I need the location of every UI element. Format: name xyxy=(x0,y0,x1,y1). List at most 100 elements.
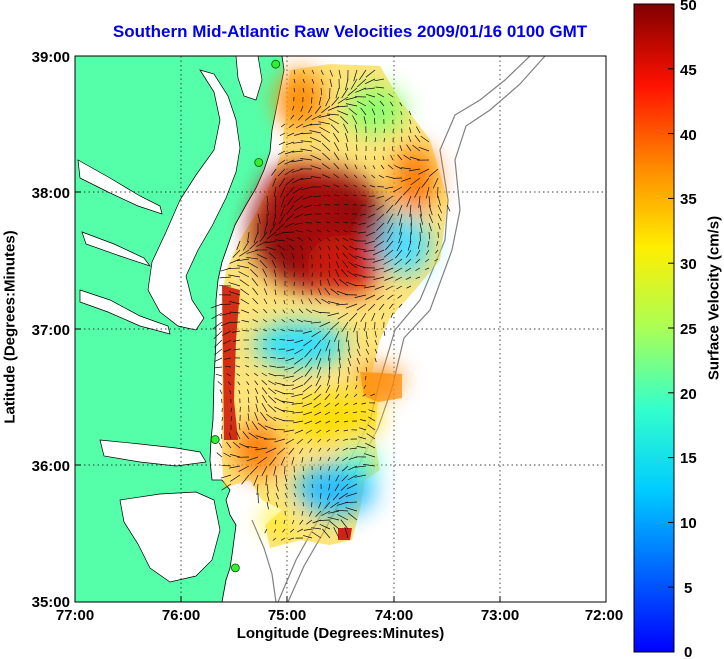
velocity-vector xyxy=(255,403,259,413)
velocity-vector xyxy=(301,254,304,260)
delaware-bay xyxy=(235,56,263,101)
colorbar-tick-label: 5 xyxy=(684,580,692,597)
velocity-vector xyxy=(293,474,297,481)
velocity-vector xyxy=(334,203,340,206)
velocity-vector xyxy=(271,338,277,341)
velocity-vector xyxy=(252,287,259,296)
velocity-vector xyxy=(338,348,341,361)
velocity-vector xyxy=(364,78,376,85)
velocity-vector xyxy=(347,348,352,359)
velocity-vector xyxy=(274,279,277,287)
velocity-vector xyxy=(394,258,403,266)
velocity-vector xyxy=(328,510,340,514)
velocity-vector xyxy=(276,447,286,455)
velocity-vector xyxy=(358,222,367,225)
velocity-vector xyxy=(365,366,368,372)
velocity-vector xyxy=(214,357,223,363)
velocity-vector xyxy=(354,164,358,170)
velocity-vector xyxy=(365,339,370,347)
velocity-vector xyxy=(219,312,232,316)
velocity-vector xyxy=(294,339,304,344)
velocity-vector xyxy=(402,186,412,196)
velocity-vector xyxy=(304,420,313,425)
velocity-vector xyxy=(414,134,421,143)
velocity-vector xyxy=(319,519,331,521)
velocity-vector xyxy=(339,279,349,287)
station-marker xyxy=(230,563,240,573)
velocity-vector xyxy=(357,100,367,107)
pamlico-sound xyxy=(119,491,221,583)
velocity-vector xyxy=(229,311,241,314)
velocity-vector xyxy=(272,537,277,541)
velocity-vector xyxy=(229,389,232,395)
velocity-vector xyxy=(259,260,268,269)
velocity-vector xyxy=(326,237,331,242)
james-river xyxy=(79,289,171,335)
velocity-vector xyxy=(336,105,349,108)
velocity-vector xyxy=(355,87,367,93)
velocity-vector xyxy=(256,253,268,260)
velocity-vector xyxy=(302,69,305,74)
velocity-vector xyxy=(348,456,358,460)
velocity-vector xyxy=(428,213,434,224)
velocity-vector xyxy=(394,195,403,205)
velocity-vector xyxy=(344,501,358,504)
velocity-vector xyxy=(301,186,313,191)
velocity-vector xyxy=(358,436,367,440)
colorbar-tick-label: 25 xyxy=(680,321,697,338)
velocity-vector xyxy=(396,285,403,290)
velocity-vector xyxy=(353,321,358,333)
velocity-vector xyxy=(333,173,340,179)
velocity-vector xyxy=(239,249,250,257)
velocity-vector xyxy=(387,222,394,234)
velocity-vector xyxy=(371,108,376,116)
velocity-vector xyxy=(295,230,304,233)
velocity-vector xyxy=(347,357,352,367)
velocity-vector xyxy=(254,411,259,422)
velocity-vector xyxy=(305,308,313,314)
velocity-vector xyxy=(335,465,340,472)
velocity-vector xyxy=(343,123,349,134)
velocity-vector xyxy=(256,240,268,247)
velocity-vector xyxy=(328,465,331,471)
velocity-vector xyxy=(317,438,322,443)
velocity-vector xyxy=(284,501,287,507)
velocity-vector xyxy=(303,411,313,416)
velocity-vector xyxy=(292,375,304,383)
velocity-vector xyxy=(375,231,385,240)
colorbar-tick-label: 10 xyxy=(680,515,697,532)
velocity-vector xyxy=(365,357,369,363)
velocity-vector xyxy=(265,474,268,486)
velocity-vector xyxy=(363,116,367,125)
velocity-vector xyxy=(225,365,232,368)
velocity-vector xyxy=(344,132,349,143)
velocity-vector xyxy=(278,213,286,225)
velocity-vector xyxy=(289,318,295,323)
velocity-vector xyxy=(372,165,376,170)
velocity-vector xyxy=(398,231,403,244)
velocity-vector xyxy=(385,285,394,291)
velocity-vector xyxy=(328,366,331,378)
velocity-vector xyxy=(341,87,349,99)
velocity-vector xyxy=(387,213,394,224)
velocity-vector xyxy=(395,249,403,259)
velocity-vector xyxy=(314,411,322,416)
potomac-river xyxy=(77,159,163,215)
velocity-vector xyxy=(365,93,376,98)
velocity-vector xyxy=(333,184,340,188)
velocity-vector xyxy=(277,357,286,360)
velocity-vector xyxy=(289,528,295,533)
velocity-vector xyxy=(420,135,430,143)
velocity-vector xyxy=(325,221,331,224)
velocity-vector xyxy=(336,509,349,512)
velocity-vector xyxy=(364,240,376,245)
velocity-vector xyxy=(245,365,250,368)
velocity-vector xyxy=(290,114,295,120)
velocity-vector xyxy=(315,348,322,360)
velocity-vector xyxy=(327,245,331,251)
velocity-vector xyxy=(405,258,412,265)
velocity-vector xyxy=(291,384,304,390)
velocity-vector xyxy=(334,411,340,415)
velocity-vector xyxy=(216,452,223,458)
velocity-vector xyxy=(337,514,349,521)
